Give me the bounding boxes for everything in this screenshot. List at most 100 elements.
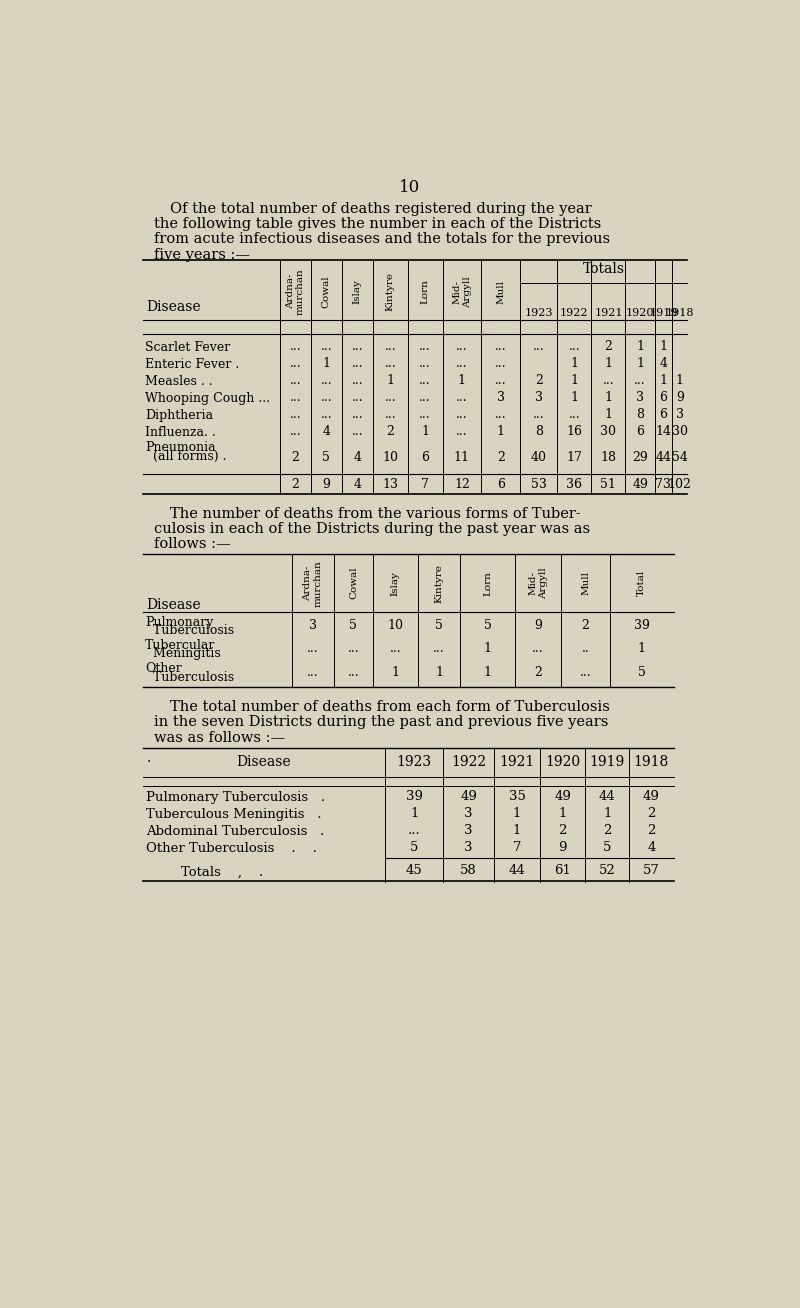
Text: 6: 6 bbox=[659, 408, 667, 421]
Text: ...: ... bbox=[290, 391, 301, 404]
Text: 58: 58 bbox=[460, 865, 477, 878]
Text: ...: ... bbox=[290, 425, 301, 438]
Text: Meningitis: Meningitis bbox=[145, 647, 221, 661]
Text: 1: 1 bbox=[435, 666, 443, 679]
Text: 9: 9 bbox=[322, 477, 330, 490]
Text: 2: 2 bbox=[291, 477, 299, 490]
Text: 5: 5 bbox=[603, 841, 611, 854]
Text: 1920: 1920 bbox=[545, 755, 580, 769]
Text: (all forms) .: (all forms) . bbox=[154, 450, 227, 463]
Text: 3: 3 bbox=[464, 807, 473, 820]
Text: 10: 10 bbox=[382, 451, 398, 464]
Text: Pulmonary: Pulmonary bbox=[145, 616, 214, 629]
Text: 1919: 1919 bbox=[649, 307, 678, 318]
Text: Total: Total bbox=[638, 570, 646, 596]
Text: Cowal: Cowal bbox=[322, 276, 331, 307]
Text: 8: 8 bbox=[534, 425, 542, 438]
Text: ...: ... bbox=[419, 374, 431, 387]
Text: Tuberculous Meningitis   .: Tuberculous Meningitis . bbox=[146, 808, 322, 821]
Text: 44: 44 bbox=[509, 865, 526, 878]
Text: Pulmonary Tuberculosis   .: Pulmonary Tuberculosis . bbox=[146, 791, 326, 804]
Text: 1: 1 bbox=[676, 374, 684, 387]
Text: 52: 52 bbox=[599, 865, 616, 878]
Text: ...: ... bbox=[456, 408, 468, 421]
Text: 3: 3 bbox=[464, 841, 473, 854]
Text: Disease: Disease bbox=[237, 755, 291, 769]
Text: was as follows :—: was as follows :— bbox=[154, 731, 286, 744]
Text: 1: 1 bbox=[513, 807, 521, 820]
Text: 4: 4 bbox=[647, 841, 656, 854]
Text: five years :—: five years :— bbox=[154, 247, 250, 262]
Text: 49: 49 bbox=[460, 790, 477, 803]
Text: 57: 57 bbox=[643, 865, 660, 878]
Text: ...: ... bbox=[348, 666, 359, 679]
Text: ...: ... bbox=[456, 425, 468, 438]
Text: 2: 2 bbox=[558, 824, 567, 837]
Text: 3: 3 bbox=[309, 620, 317, 632]
Text: ...: ... bbox=[456, 391, 468, 404]
Text: 49: 49 bbox=[632, 477, 648, 490]
Text: ...: ... bbox=[385, 340, 396, 353]
Text: 54: 54 bbox=[672, 451, 688, 464]
Text: 4: 4 bbox=[354, 477, 362, 490]
Text: 40: 40 bbox=[530, 451, 546, 464]
Text: 6: 6 bbox=[421, 451, 429, 464]
Text: 9: 9 bbox=[676, 391, 684, 404]
Text: ...: ... bbox=[351, 425, 363, 438]
Text: 7: 7 bbox=[513, 841, 522, 854]
Text: Tuberculosis: Tuberculosis bbox=[145, 671, 234, 684]
Text: ...: ... bbox=[580, 666, 591, 679]
Text: 3: 3 bbox=[464, 824, 473, 837]
Text: ·: · bbox=[146, 755, 151, 769]
Text: 1: 1 bbox=[558, 807, 567, 820]
Text: ...: ... bbox=[569, 340, 580, 353]
Text: 1: 1 bbox=[483, 642, 491, 655]
Text: 39: 39 bbox=[406, 790, 422, 803]
Text: 9: 9 bbox=[534, 620, 542, 632]
Text: 18: 18 bbox=[601, 451, 617, 464]
Text: ...: ... bbox=[351, 374, 363, 387]
Text: 1: 1 bbox=[605, 391, 613, 404]
Text: 2: 2 bbox=[605, 340, 612, 353]
Text: 1: 1 bbox=[605, 408, 613, 421]
Text: 4: 4 bbox=[354, 451, 362, 464]
Text: 5: 5 bbox=[483, 620, 491, 632]
Text: ...: ... bbox=[419, 391, 431, 404]
Text: Kintyre: Kintyre bbox=[386, 272, 394, 311]
Text: 3: 3 bbox=[497, 391, 505, 404]
Text: ...: ... bbox=[495, 340, 506, 353]
Text: Cowal: Cowal bbox=[349, 566, 358, 599]
Text: 36: 36 bbox=[566, 477, 582, 490]
Text: 1923: 1923 bbox=[397, 755, 432, 769]
Text: 2: 2 bbox=[603, 824, 611, 837]
Text: 1920: 1920 bbox=[626, 307, 654, 318]
Text: 14: 14 bbox=[655, 425, 671, 438]
Text: Tubercular: Tubercular bbox=[145, 640, 215, 651]
Text: 1923: 1923 bbox=[525, 307, 553, 318]
Text: 1: 1 bbox=[659, 374, 667, 387]
Text: 16: 16 bbox=[566, 425, 582, 438]
Text: 1: 1 bbox=[386, 374, 394, 387]
Text: 1: 1 bbox=[513, 824, 521, 837]
Text: ...: ... bbox=[533, 340, 545, 353]
Text: 2: 2 bbox=[291, 451, 299, 464]
Text: 1: 1 bbox=[483, 666, 491, 679]
Text: ...: ... bbox=[408, 824, 421, 837]
Text: ...: ... bbox=[495, 408, 506, 421]
Text: ...: ... bbox=[419, 357, 431, 370]
Text: 1922: 1922 bbox=[560, 307, 589, 318]
Text: ...: ... bbox=[419, 408, 431, 421]
Text: The number of deaths from the various forms of Tuber-: The number of deaths from the various fo… bbox=[170, 506, 581, 521]
Text: 1918: 1918 bbox=[666, 307, 694, 318]
Text: 1: 1 bbox=[410, 807, 418, 820]
Text: 5: 5 bbox=[435, 620, 443, 632]
Text: follows :—: follows :— bbox=[154, 538, 231, 552]
Text: 10: 10 bbox=[399, 178, 421, 195]
Text: ...: ... bbox=[532, 642, 544, 655]
Text: Ardna-
murchan: Ardna- murchan bbox=[303, 560, 323, 607]
Text: ...: ... bbox=[634, 374, 646, 387]
Text: 1921: 1921 bbox=[499, 755, 534, 769]
Text: 73: 73 bbox=[655, 477, 671, 490]
Text: 1: 1 bbox=[421, 425, 429, 438]
Text: from acute infectious diseases and the totals for the previous: from acute infectious diseases and the t… bbox=[154, 233, 610, 246]
